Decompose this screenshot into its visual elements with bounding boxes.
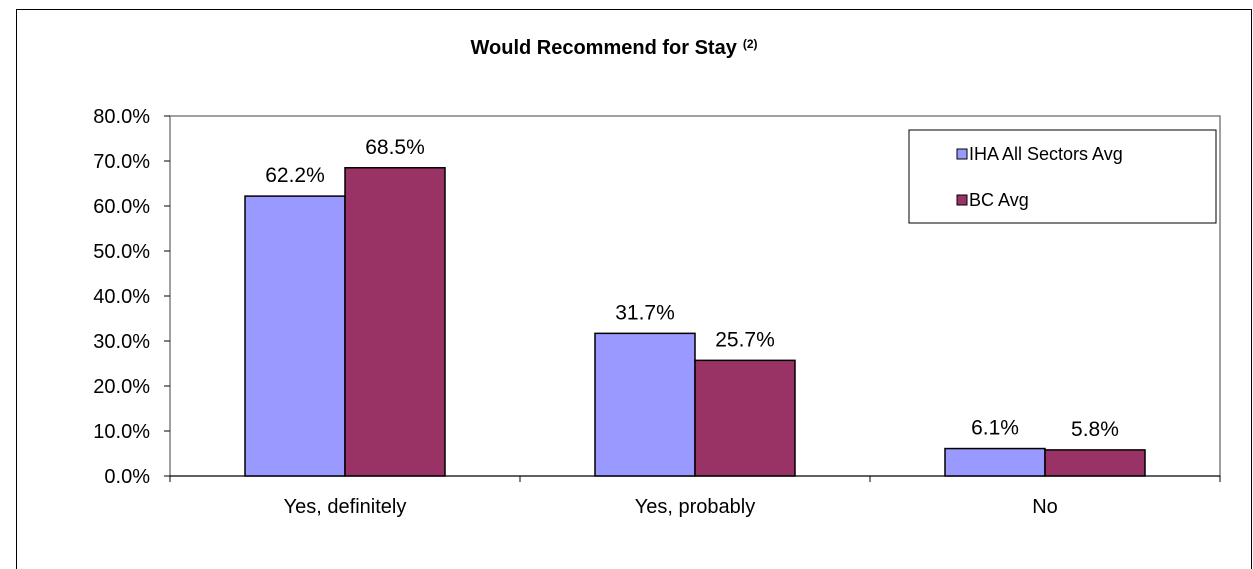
- y-tick-label: 30.0%: [93, 331, 150, 353]
- chart-title-superscript: (2): [743, 37, 758, 51]
- legend-label: BC Avg: [969, 190, 1029, 210]
- bar: [694, 359, 796, 477]
- chart-title: Would Recommend for Stay (2): [471, 37, 758, 59]
- bar: [344, 167, 446, 477]
- y-tick-label: 60.0%: [93, 196, 150, 218]
- x-category-label: Yes, probably: [635, 496, 755, 518]
- x-axis: Yes, definitely Yes, probably No: [169, 475, 1221, 518]
- legend-swatch: [956, 148, 968, 160]
- data-label: 62.2%: [265, 164, 325, 187]
- legend-box: [908, 129, 1217, 224]
- y-tick-label: 10.0%: [93, 421, 150, 443]
- chart-frame: [16, 9, 1252, 569]
- y-tick-label: 0.0%: [104, 466, 150, 488]
- bars-group: [244, 167, 1146, 477]
- x-category-label: No: [1032, 496, 1058, 518]
- data-label: 6.1%: [971, 417, 1019, 440]
- y-tick-label: 50.0%: [93, 241, 150, 263]
- y-tick-label: 20.0%: [93, 376, 150, 398]
- bar: [944, 447, 1046, 477]
- y-axis: 0.0% 10.0% 20.0% 30.0% 40.0% 50.0% 60.0% 70.0% 8…: [93, 106, 170, 488]
- bar: [594, 332, 696, 477]
- legend-label: IHA All Sectors Avg: [969, 144, 1123, 164]
- data-labels-group: 62.2% 68.5% 31.7% 25.7% 6.1% 5.8%: [265, 136, 1119, 441]
- data-label: 68.5%: [365, 136, 425, 159]
- bar: [244, 195, 346, 477]
- legend-swatch: [956, 194, 968, 206]
- bar: [1044, 449, 1146, 477]
- data-label: 31.7%: [615, 301, 675, 324]
- data-label: 5.8%: [1071, 418, 1119, 441]
- legend: IHA All Sectors Avg BC Avg: [908, 129, 1217, 224]
- y-tick-label: 40.0%: [93, 286, 150, 308]
- y-tick-label: 70.0%: [93, 151, 150, 173]
- y-tick-label: 80.0%: [93, 106, 150, 128]
- x-category-label: Yes, definitely: [284, 496, 407, 518]
- data-label: 25.7%: [715, 328, 775, 351]
